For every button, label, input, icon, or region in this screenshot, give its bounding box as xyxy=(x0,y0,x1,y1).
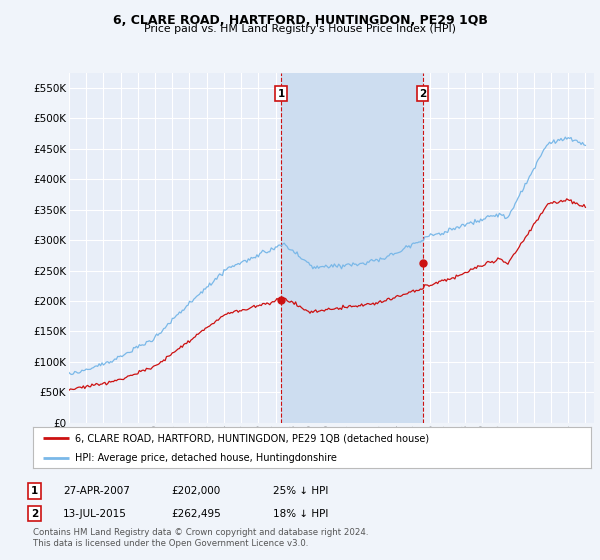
Text: £202,000: £202,000 xyxy=(171,486,220,496)
Text: HPI: Average price, detached house, Huntingdonshire: HPI: Average price, detached house, Hunt… xyxy=(75,452,337,463)
Text: 25% ↓ HPI: 25% ↓ HPI xyxy=(273,486,328,496)
Text: 1: 1 xyxy=(31,486,38,496)
Text: Contains HM Land Registry data © Crown copyright and database right 2024.
This d: Contains HM Land Registry data © Crown c… xyxy=(33,528,368,548)
Text: 6, CLARE ROAD, HARTFORD, HUNTINGDON, PE29 1QB: 6, CLARE ROAD, HARTFORD, HUNTINGDON, PE2… xyxy=(113,14,487,27)
Bar xyxy=(281,73,422,423)
Text: 2: 2 xyxy=(31,508,38,519)
Text: 18% ↓ HPI: 18% ↓ HPI xyxy=(273,508,328,519)
Text: £262,495: £262,495 xyxy=(171,508,221,519)
Text: 1: 1 xyxy=(277,88,284,99)
Text: 13-JUL-2015: 13-JUL-2015 xyxy=(63,508,127,519)
Text: 2: 2 xyxy=(419,88,426,99)
Text: Price paid vs. HM Land Registry's House Price Index (HPI): Price paid vs. HM Land Registry's House … xyxy=(144,24,456,34)
Text: 27-APR-2007: 27-APR-2007 xyxy=(63,486,130,496)
Text: 6, CLARE ROAD, HARTFORD, HUNTINGDON, PE29 1QB (detached house): 6, CLARE ROAD, HARTFORD, HUNTINGDON, PE2… xyxy=(75,433,429,443)
